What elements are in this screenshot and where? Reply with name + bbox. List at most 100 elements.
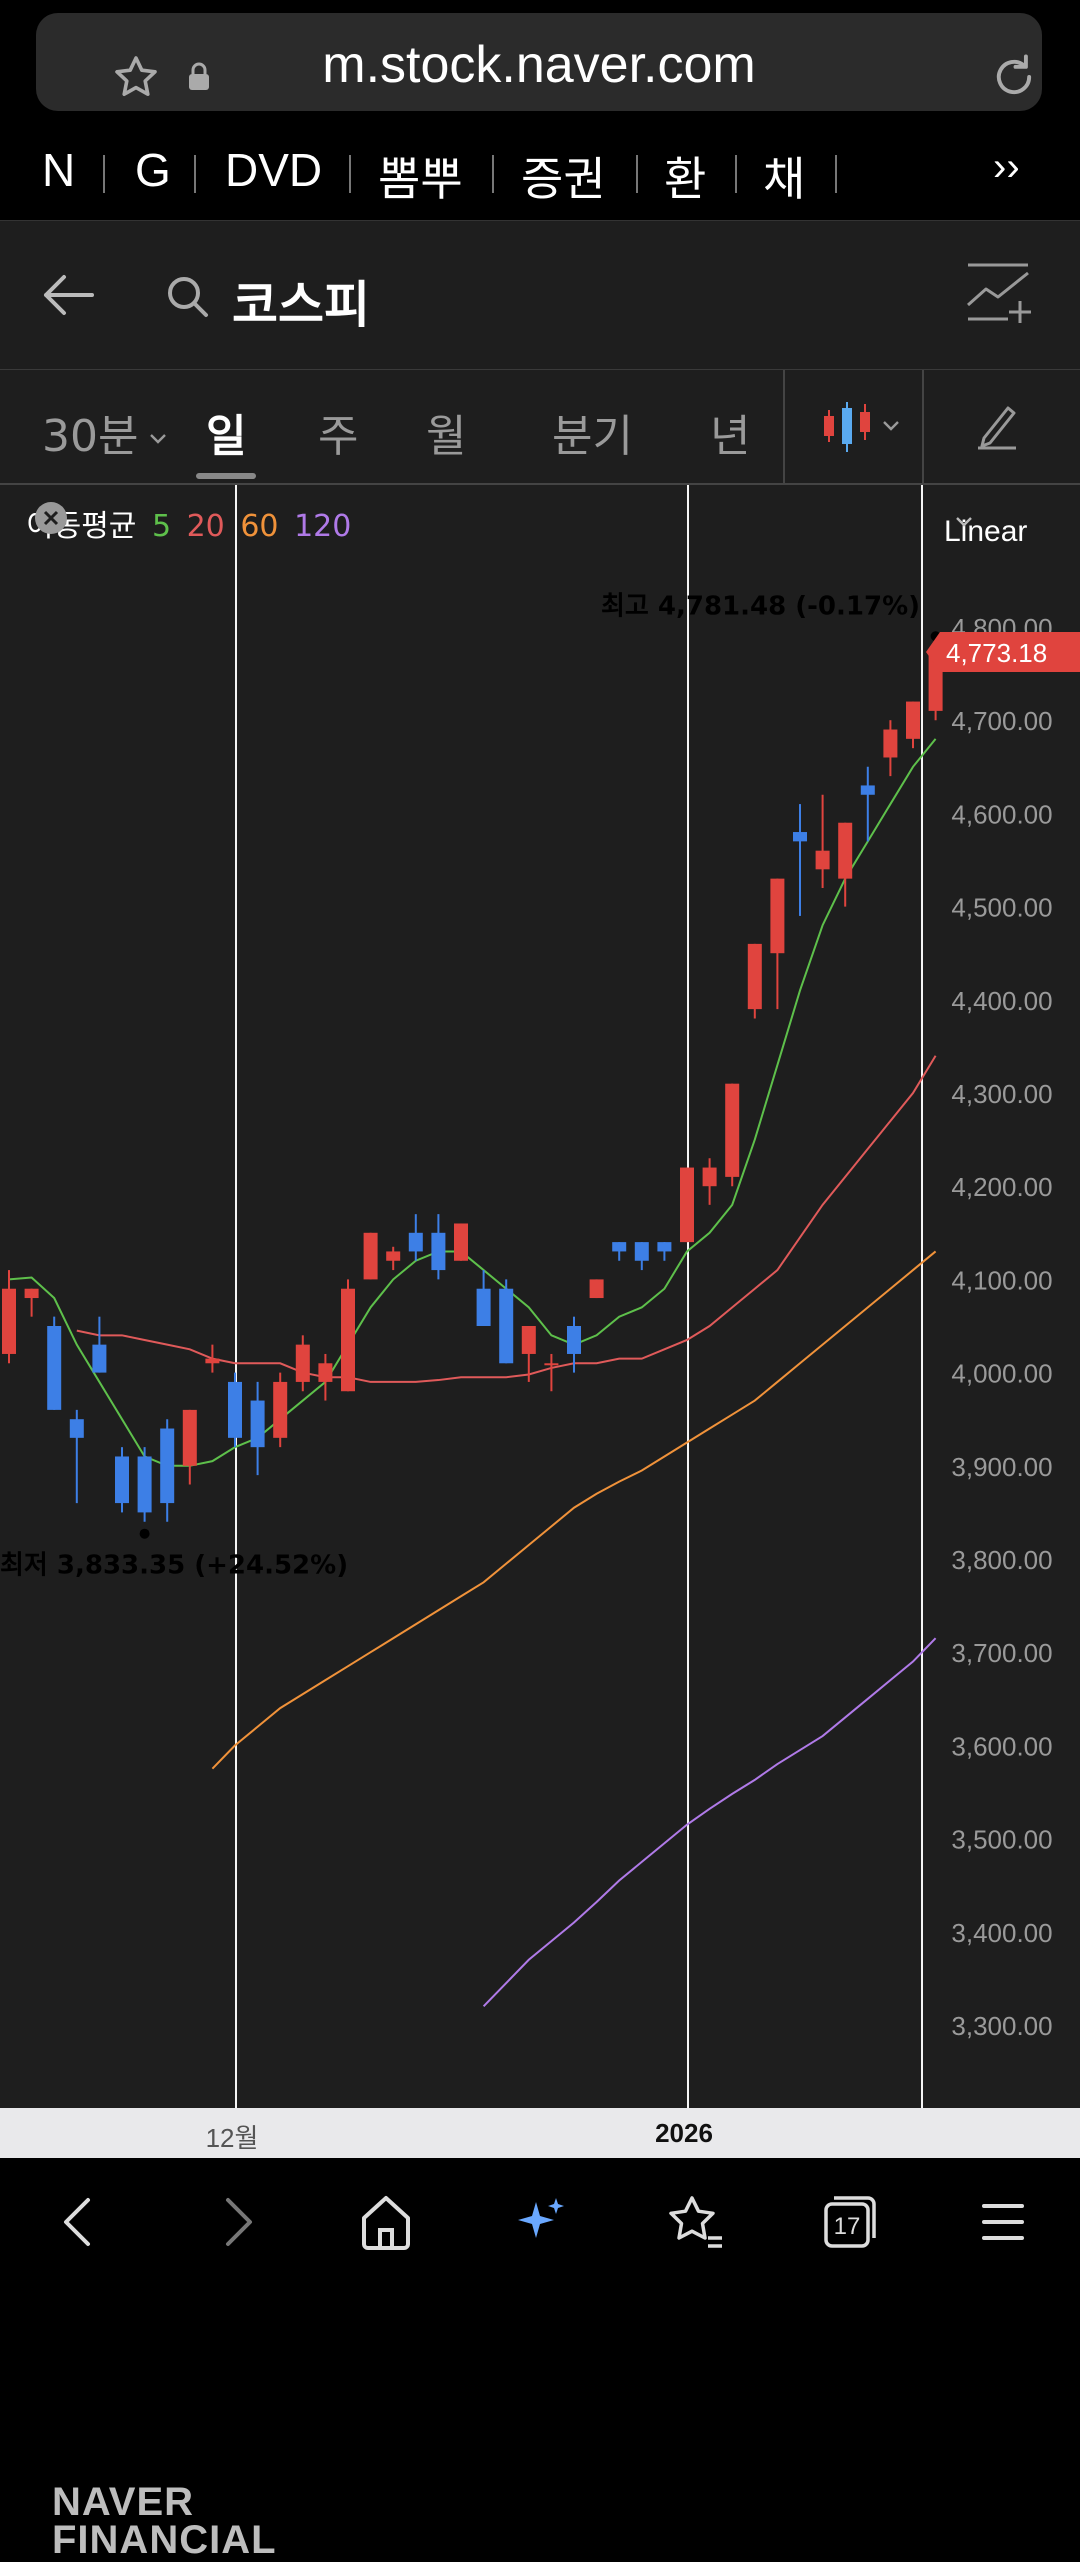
chevron-down-icon xyxy=(150,434,167,444)
tab-quarter[interactable]: 분기 xyxy=(552,411,633,462)
candle-body xyxy=(69,1419,84,1438)
y-tick-label: 4,700.00 xyxy=(951,706,1052,736)
candle-body xyxy=(680,1167,694,1243)
browser-bottom-nav: 17 xyxy=(0,2160,1080,2284)
bookmarks-more-button[interactable]: ›› xyxy=(993,145,1020,189)
url-text[interactable]: m.stock.naver.com xyxy=(322,36,756,94)
tab-week[interactable]: 주 xyxy=(318,411,359,462)
candle-body xyxy=(747,943,762,1010)
candle-body xyxy=(182,1409,197,1466)
favorites-icon[interactable] xyxy=(666,2194,724,2254)
tab-30min[interactable]: 30분 xyxy=(42,400,168,464)
y-tick-label: 4,300.00 xyxy=(951,1079,1052,1109)
forward-icon[interactable] xyxy=(212,2194,262,2254)
bookmark-stock[interactable]: 증권 xyxy=(521,153,606,205)
candle-body xyxy=(634,1242,649,1261)
candle-body xyxy=(92,1344,107,1373)
scale-mode-select[interactable]: Linear xyxy=(944,515,1027,549)
tabs-icon[interactable]: 17 xyxy=(822,2194,878,2254)
x-tick-label: 2026 xyxy=(655,2118,713,2148)
y-tick-label: 4,100.00 xyxy=(951,1265,1052,1295)
candle-body xyxy=(341,1288,355,1392)
y-tick-label: 3,700.00 xyxy=(951,1638,1052,1668)
candle-body xyxy=(476,1288,491,1326)
compare-chart-icon[interactable] xyxy=(966,261,1034,329)
tab-day[interactable]: 일 xyxy=(206,411,247,462)
search-icon[interactable] xyxy=(164,273,212,325)
candle-body xyxy=(612,1242,627,1252)
logo-line-1: NAVER xyxy=(52,2480,195,2524)
candle-body xyxy=(228,1381,242,1438)
candle-body xyxy=(318,1363,333,1382)
high-label: 최고 4,781.48 (-0.17%) xyxy=(601,591,920,621)
tab-30min-label: 30분 xyxy=(42,411,139,462)
candle-body xyxy=(702,1167,717,1187)
candlestick-chart[interactable]: 4,800.00 4,700.00 4,600.00 4,500.00 4,400.00… xyxy=(0,485,1080,2560)
candle-body xyxy=(589,1279,604,1299)
candle-body xyxy=(657,1242,672,1252)
address-bar[interactable]: m.stock.naver.com xyxy=(36,13,1042,111)
moving-average-legend: 이동평균 5 20 60 120 xyxy=(26,501,357,545)
low-marker xyxy=(139,1528,150,1539)
candle-body xyxy=(838,822,853,879)
y-tick-label: 4,600.00 xyxy=(951,799,1052,829)
tab-count: 17 xyxy=(834,2213,861,2240)
y-tick-label: 3,500.00 xyxy=(951,1825,1052,1855)
menu-icon[interactable] xyxy=(980,2194,1026,2254)
tab-year[interactable]: 년 xyxy=(710,411,751,462)
reload-icon[interactable] xyxy=(988,51,1040,107)
candle-body xyxy=(295,1344,310,1382)
candle-body xyxy=(408,1232,423,1252)
candle-body xyxy=(454,1223,468,1261)
period-tabs: 30분 일 주 월 분기 년 xyxy=(0,370,1080,485)
candle-body xyxy=(205,1358,220,1364)
candle-body xyxy=(363,1232,378,1280)
bookmark-dvd[interactable]: DVD xyxy=(225,144,323,196)
tab-month[interactable]: 월 xyxy=(426,411,467,462)
home-icon[interactable] xyxy=(360,2194,412,2254)
candle-body xyxy=(250,1400,265,1448)
bookmark-exchange[interactable]: 환 xyxy=(664,153,707,205)
y-tick-label: 3,300.00 xyxy=(951,2011,1052,2041)
candle-body xyxy=(883,729,898,758)
candle-body xyxy=(906,701,920,739)
ma-60-line xyxy=(211,1250,937,1770)
bookmark-n[interactable]: N xyxy=(42,144,76,196)
candle-body xyxy=(567,1326,581,1354)
back-icon[interactable] xyxy=(54,2194,104,2254)
candle-body xyxy=(725,1083,740,1177)
close-legend-icon[interactable] xyxy=(34,501,68,535)
pencil-icon[interactable] xyxy=(974,402,1020,456)
bookmark-g[interactable]: G xyxy=(135,144,171,196)
bookmark-star-icon[interactable] xyxy=(112,53,160,105)
candle-body xyxy=(770,878,785,954)
lock-icon xyxy=(186,61,212,97)
candle-body xyxy=(137,1456,152,1513)
x-tick-label: 12월 xyxy=(205,2123,259,2153)
y-tick-label: 3,400.00 xyxy=(951,1918,1052,1948)
ma-60-label: 60 xyxy=(240,509,279,544)
candle-body xyxy=(160,1428,175,1504)
candle-body xyxy=(521,1326,536,1354)
ma-20-line xyxy=(76,1055,937,1383)
tab-selected-indicator xyxy=(196,473,256,479)
logo-line-2: FINANCIAL xyxy=(52,2518,277,2562)
bookmarks-bar: N G DVD 뽐뿌 증권 환 채 ›› xyxy=(0,135,1080,215)
y-tick-label: 4,500.00 xyxy=(951,893,1052,923)
candle-type-icon[interactable] xyxy=(818,400,906,460)
bookmark-ppomppu[interactable]: 뽐뿌 xyxy=(378,153,463,205)
back-arrow-icon[interactable] xyxy=(38,265,98,329)
candle-body xyxy=(815,850,830,870)
sparkle-icon[interactable] xyxy=(514,2194,566,2254)
ma-20-label: 20 xyxy=(186,509,225,544)
y-tick-label: 3,900.00 xyxy=(951,1452,1052,1482)
candle-body xyxy=(2,1288,16,1354)
ma-5-label: 5 xyxy=(151,509,172,544)
bookmark-bond[interactable]: 채 xyxy=(763,153,806,205)
ma-120-label: 120 xyxy=(294,509,352,544)
candle-body xyxy=(24,1288,39,1299)
y-tick-label: 4,200.00 xyxy=(951,1172,1052,1202)
current-price-label: 4,773.18 xyxy=(946,638,1047,668)
candle-body xyxy=(544,1363,559,1366)
chart-canvas: 4,800.004,700.004,600.004,500.004,400.00… xyxy=(0,485,1080,2108)
